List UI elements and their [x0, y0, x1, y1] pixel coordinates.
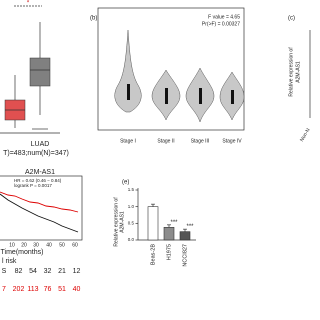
violin-box: [165, 88, 168, 104]
p-value: Pr(>F) = 0.00327: [202, 21, 240, 27]
stage-label: Stage II: [157, 138, 174, 144]
sample-note: T)=483;num(N)=347): [3, 150, 69, 157]
category: Non-N: [299, 127, 312, 143]
y-tick-label: 0.5: [128, 221, 135, 226]
significance: ***: [170, 220, 178, 226]
risk-count: 76: [44, 286, 52, 293]
x-tick: 10: [9, 242, 15, 248]
box-normal: [29, 57, 51, 87]
stage-label: Stage I: [120, 138, 136, 144]
x-tick: 30: [33, 242, 39, 248]
violin-box: [199, 88, 202, 104]
x-tick: 40: [46, 242, 52, 248]
survival-low: [0, 193, 79, 233]
violin-box: [127, 84, 130, 100]
cohort: LUAD: [31, 141, 50, 148]
plot-frame: [0, 175, 83, 241]
y-tick-label: 1.5: [128, 187, 135, 192]
stage-label: Stage III: [191, 138, 210, 144]
y-label: Relative expression of: [288, 47, 294, 97]
risk-count: 51: [58, 286, 66, 293]
risk-label: l risk: [2, 258, 17, 265]
bar: [147, 206, 159, 241]
category-label: Beas-2B: [150, 244, 156, 265]
title: A2M-AS1: [25, 169, 55, 176]
significance: *: [27, 1, 30, 7]
significance: ***: [186, 224, 194, 230]
risk-count: S: [2, 268, 7, 275]
panel-label: (b): [90, 16, 97, 22]
violin-box: [231, 90, 234, 104]
x-label: Time(months): [1, 249, 44, 256]
y-label: Relative expression of: [113, 197, 119, 247]
panel-label: (e): [122, 180, 129, 186]
panel-c: (c) Relative expression of A2M-AS1 Non-N: [288, 16, 312, 143]
x-tick: 50: [59, 242, 65, 248]
y-tick-label: 0.0: [128, 237, 135, 242]
panel-e: (e) Relative expression of A2M-AS1 0.0 0.…: [113, 180, 196, 267]
logrank: logrank P = 0.0017: [14, 183, 52, 188]
x-tick: 20: [21, 242, 27, 248]
y-tick-label: 1.0: [128, 204, 135, 209]
bar: [179, 231, 191, 241]
risk-count: 12: [73, 268, 81, 275]
risk-count: 202: [13, 286, 25, 293]
y-label: A2M-AS1: [119, 211, 125, 233]
survival-high: [0, 191, 79, 213]
risk-count: 40: [73, 286, 81, 293]
hazard-ratio: HR = 0.62 (0.46 − 0.84): [14, 178, 62, 183]
risk-count: 21: [58, 268, 66, 275]
panel-label: (c): [288, 16, 295, 22]
panel-b: (b) F value = 4.65 Pr(>F) = 0.00327 Stag…: [90, 7, 245, 144]
risk-count: 113: [27, 286, 38, 293]
risk-count: 32: [44, 268, 52, 275]
stage-label: Stage IV: [222, 138, 242, 144]
category-label: NCCI827: [182, 244, 188, 267]
bar: [163, 227, 175, 241]
panel-d: A2M-AS1 HR = 0.62 (0.46 − 0.84) logrank …: [0, 169, 83, 265]
category-label: H1975: [166, 244, 172, 260]
panel-a: * LUAD T)=483;num(N)=347): [0, 1, 69, 157]
y-label: A2M-AS1: [295, 61, 301, 83]
violin: [114, 29, 142, 113]
risk-count: 82: [15, 268, 23, 275]
x-tick: 60: [72, 242, 78, 248]
risk-count: 54: [29, 268, 37, 275]
f-value: F value = 4.65: [208, 14, 240, 20]
plot-frame: [97, 7, 245, 131]
risk-count: 7: [2, 286, 6, 293]
